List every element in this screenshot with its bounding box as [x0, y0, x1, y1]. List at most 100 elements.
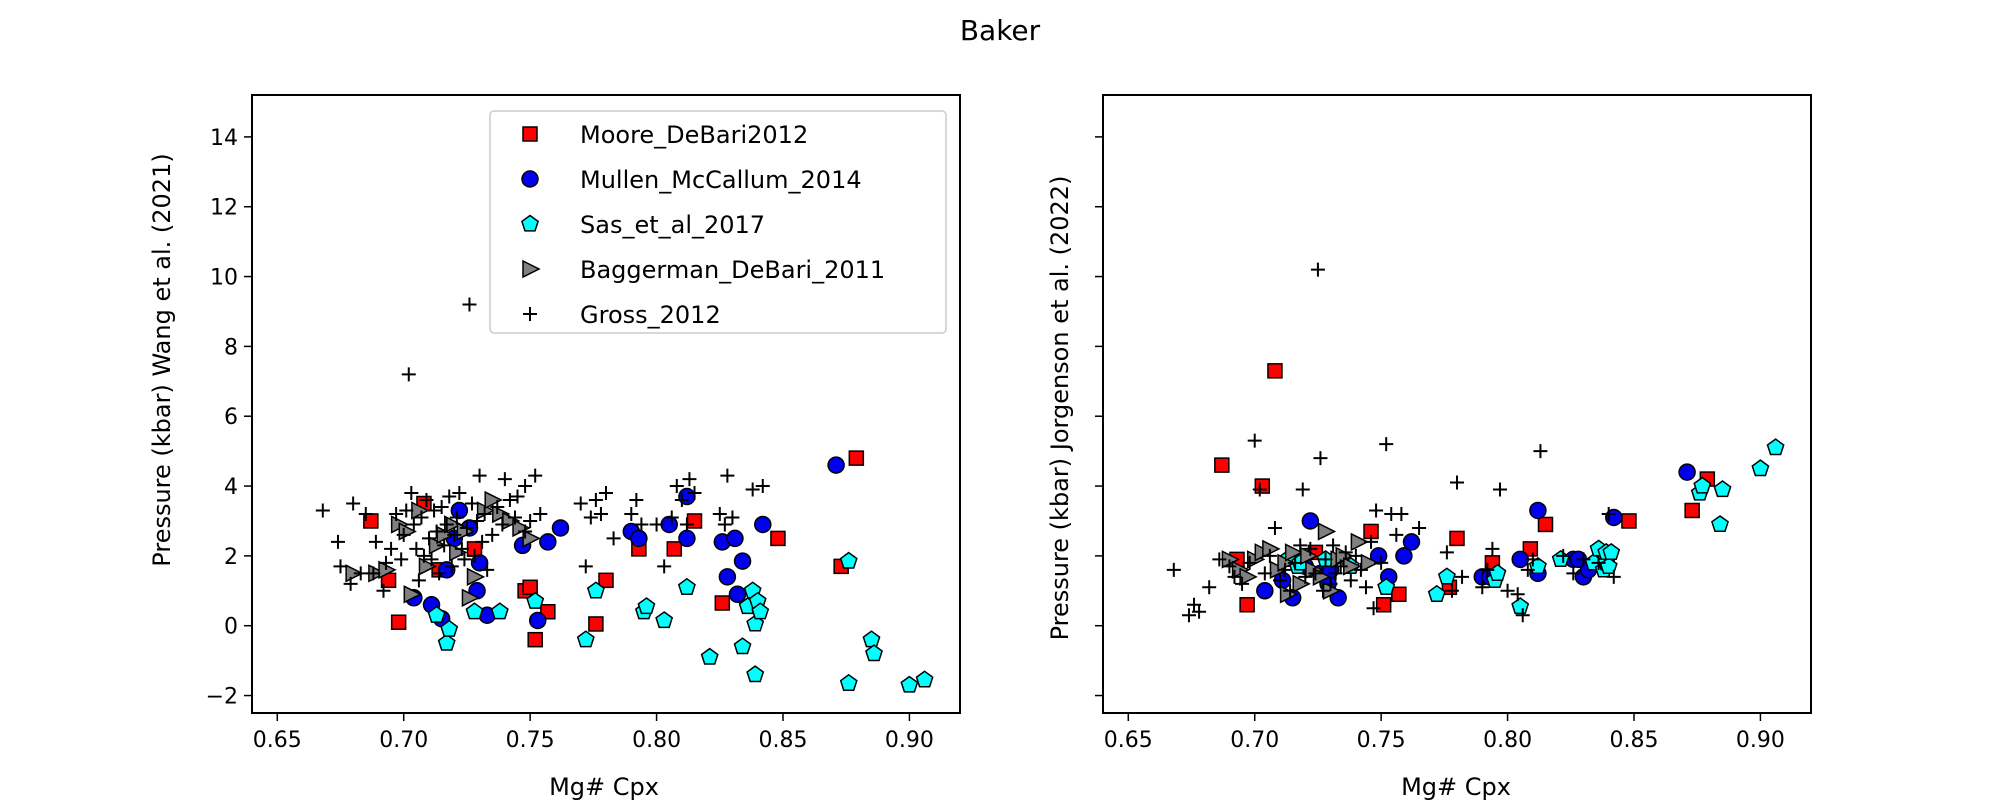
- x-tick-label: 0.65: [253, 728, 302, 753]
- data-point: [389, 506, 404, 521]
- y-tick-label: 4: [224, 475, 238, 500]
- data-point: [1239, 597, 1255, 613]
- data-point: [576, 630, 595, 648]
- data-point: [677, 577, 696, 595]
- data-point: [466, 567, 486, 587]
- data-point: [1315, 583, 1330, 598]
- data-point: [573, 496, 588, 511]
- data-point: [1520, 562, 1535, 577]
- data-point: [754, 515, 772, 534]
- data-point: [678, 529, 696, 548]
- data-point: [725, 510, 740, 525]
- y-tick-label: 2: [224, 545, 238, 570]
- data-point: [1235, 576, 1250, 591]
- data-point: [1377, 577, 1396, 595]
- data-point: [827, 456, 845, 474]
- data-point: [390, 614, 407, 630]
- data-point: [1693, 476, 1712, 494]
- data-point: [507, 510, 522, 525]
- data-point: [424, 552, 439, 567]
- data-point: [660, 515, 678, 534]
- data-point: [586, 581, 605, 599]
- data-point: [712, 506, 727, 521]
- data-point: [502, 493, 517, 508]
- data-point: [1267, 363, 1283, 379]
- legend-marker: [521, 170, 539, 188]
- x-tick-label: 0.65: [1104, 728, 1153, 753]
- data-point: [1437, 567, 1456, 585]
- data-point: [1711, 515, 1729, 533]
- data-point: [839, 673, 858, 691]
- data-point: [1369, 503, 1384, 518]
- x-axis-label: Mg# Cpx: [1401, 773, 1511, 800]
- data-point: [1181, 608, 1196, 623]
- data-point: [346, 496, 361, 511]
- data-point: [449, 510, 464, 525]
- data-point: [379, 555, 394, 570]
- data-point: [1375, 597, 1392, 613]
- x-tick-label: 0.85: [759, 728, 808, 753]
- data-point: [1326, 538, 1341, 553]
- data-point: [657, 559, 672, 574]
- data-point: [1350, 532, 1370, 552]
- data-point: [343, 576, 358, 591]
- data-point: [399, 503, 414, 518]
- data-point: [1678, 463, 1696, 481]
- data-point: [440, 619, 459, 637]
- data-point: [1551, 549, 1570, 567]
- data-point: [1295, 482, 1310, 497]
- legend-label: Baggerman_DeBari_2011: [580, 256, 885, 284]
- y-tick-label: −2: [206, 685, 238, 710]
- data-point: [1515, 608, 1530, 623]
- legend-label: Moore_DeBari2012: [580, 121, 808, 149]
- data-point: [464, 496, 479, 511]
- data-point: [1338, 545, 1353, 560]
- figure-suptitle: Baker: [960, 14, 1041, 47]
- data-point: [1254, 478, 1271, 494]
- data-point: [1323, 576, 1338, 591]
- data-point: [490, 602, 509, 620]
- series-Gross_2012: [1166, 262, 1621, 623]
- data-point: [518, 524, 533, 539]
- data-point: [1353, 562, 1368, 577]
- data-point: [666, 541, 683, 557]
- x-tick-label: 0.85: [1610, 728, 1659, 753]
- data-point: [839, 551, 858, 569]
- plot-frame: [1102, 94, 1812, 714]
- data-point: [1485, 541, 1500, 556]
- data-point: [599, 486, 613, 501]
- data-point: [1475, 580, 1490, 595]
- chart-panel-left: Mg# Cpx Pressure (kbar) Wang et al. (202…: [148, 94, 961, 800]
- data-point: [427, 503, 442, 518]
- data-point: [1444, 583, 1459, 598]
- data-point: [687, 486, 702, 501]
- data-point: [1766, 438, 1785, 456]
- data-point: [522, 529, 541, 548]
- data-point: [1247, 433, 1262, 448]
- data-point: [490, 500, 505, 514]
- data-point: [1348, 548, 1363, 563]
- data-point: [717, 517, 732, 532]
- data-point: [457, 552, 472, 567]
- data-point: [1591, 555, 1606, 570]
- data-point: [751, 602, 770, 620]
- data-point: [746, 665, 765, 683]
- data-point: [598, 572, 614, 589]
- data-point: [588, 493, 603, 508]
- data-point: [510, 489, 525, 504]
- data-point: [1602, 542, 1621, 561]
- legend-entry: Moore_DeBari2012: [522, 121, 808, 149]
- data-point: [1310, 262, 1325, 277]
- data-point: [674, 493, 689, 508]
- data-point: [401, 367, 416, 382]
- x-tick-label: 0.80: [1483, 728, 1532, 753]
- data-point: [437, 538, 452, 553]
- data-point: [578, 559, 593, 574]
- x-axis-label: Mg# Cpx: [549, 773, 659, 800]
- data-point: [1284, 543, 1304, 562]
- data-point: [1439, 545, 1454, 560]
- data-point: [900, 675, 919, 693]
- data-point: [848, 450, 865, 466]
- y-tick-label: 8: [224, 335, 238, 360]
